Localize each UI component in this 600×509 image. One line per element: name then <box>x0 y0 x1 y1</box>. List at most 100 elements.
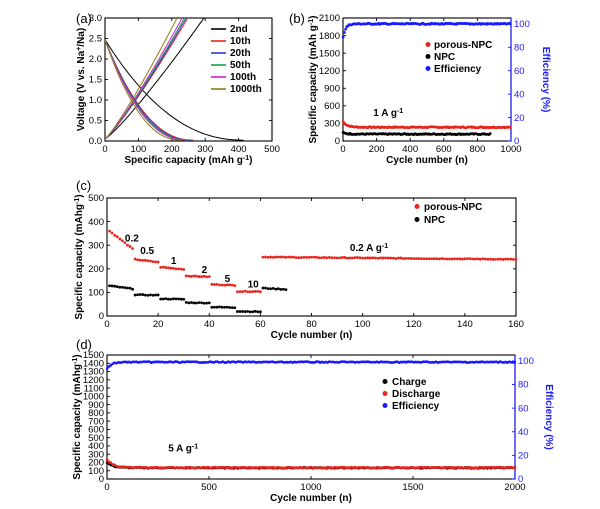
x-tick-label: 60 <box>255 319 266 330</box>
point-NPC <box>238 310 242 313</box>
point-NPC <box>264 286 267 290</box>
point-porous-NPC <box>368 256 372 260</box>
point-porous-NPC <box>430 257 434 261</box>
data-points-d <box>105 360 517 470</box>
point-porous-NPC <box>322 256 326 259</box>
point-porous-NPC <box>425 257 428 261</box>
point-porous-NPC <box>374 256 377 260</box>
point-porous-NPC <box>499 257 503 261</box>
point-NPC <box>143 293 147 297</box>
point-NPC <box>136 293 140 297</box>
x-axis-label: Cycle number (n) <box>270 493 352 504</box>
point-porous-NPC <box>133 257 137 261</box>
legend-marker <box>382 403 388 408</box>
legend-marker <box>382 391 388 396</box>
point-porous-NPC <box>166 266 170 270</box>
point-porous-NPC <box>343 256 347 259</box>
point-porous-NPC <box>394 257 398 260</box>
point-NPC <box>161 297 165 301</box>
point-porous-NPC <box>225 283 229 287</box>
point-porous-NPC <box>246 290 249 294</box>
point-porous-NPC <box>361 256 365 260</box>
y-tick-label: 1200 <box>83 375 104 386</box>
point-porous-NPC <box>235 290 239 294</box>
point-porous-NPC <box>356 256 359 259</box>
point-porous-NPC <box>501 258 505 261</box>
point-NPC <box>131 287 134 291</box>
point-porous-NPC <box>317 256 321 260</box>
panel-a-voltage-profiles: 0 100 200 300 400 500 0.0 0.5 1.0 1.5 2.0 2.5 3.0(a)… <box>76 11 280 166</box>
legend-marker <box>425 42 431 47</box>
point-porous-NPC <box>463 257 467 261</box>
point-porous-NPC <box>269 255 272 259</box>
legend-label: Charge <box>392 377 427 388</box>
point-porous-NPC <box>379 256 382 260</box>
y-tick-label: 900 <box>88 400 104 411</box>
point-porous-NPC <box>113 233 117 237</box>
point-Efficiency <box>105 366 109 370</box>
point-porous-NPC <box>243 289 247 293</box>
point-NPC <box>177 297 180 301</box>
y-tick-label: 0 <box>335 136 340 147</box>
y-tick-label: 1000 <box>83 392 104 403</box>
point-porous-NPC <box>440 257 444 260</box>
point-NPC <box>179 297 183 301</box>
point-NPC <box>253 309 257 313</box>
legend-label: NPC <box>434 52 455 63</box>
point-porous-NPC <box>450 257 454 261</box>
point-porous-NPC <box>420 257 423 261</box>
point-Discharge <box>513 466 517 470</box>
point-porous-NPC <box>248 290 252 294</box>
point-porous-NPC <box>120 239 124 243</box>
y2-axis-label: Efficiency (%) <box>543 384 554 450</box>
point-porous-NPC <box>435 257 439 261</box>
point-porous-NPC <box>200 275 203 279</box>
x-tick-label: 300 <box>197 144 213 155</box>
x-tick-label: 200 <box>369 144 385 155</box>
y2-tick-label: 100 <box>518 356 534 367</box>
x-tick-label: 100 <box>130 144 146 155</box>
charge-curve-1000th <box>105 18 178 140</box>
x-tick-label: 800 <box>469 144 485 155</box>
point-porous-NPC <box>353 256 357 260</box>
y-tick-label: 1300 <box>83 367 104 378</box>
point-porous-NPC <box>427 257 431 261</box>
legend-label: porous-NPC <box>434 40 492 51</box>
point-porous-NPC <box>212 283 216 286</box>
point-porous-NPC <box>509 257 513 261</box>
point-porous-NPC <box>414 257 418 260</box>
point-porous-NPC <box>230 283 234 287</box>
plot-frame <box>342 17 512 142</box>
point-porous-NPC <box>128 245 132 248</box>
y-tick-label: 600 <box>88 425 104 436</box>
point-NPC <box>172 297 175 301</box>
point-Efficiency <box>508 22 512 26</box>
point-porous-NPC <box>149 259 152 263</box>
point-porous-NPC <box>154 260 157 264</box>
point-NPC <box>202 301 206 305</box>
point-NPC <box>251 310 255 314</box>
point-porous-NPC <box>460 257 464 261</box>
y2-axis-label: Efficiency (%) <box>540 47 551 113</box>
point-porous-NPC <box>437 257 441 261</box>
point-NPC <box>207 301 211 305</box>
point-porous-NPC <box>192 274 196 278</box>
point-NPC <box>126 286 129 290</box>
point-Discharge <box>105 458 109 462</box>
legend-label: NPC <box>424 215 445 226</box>
y2-tick-label: 20 <box>514 113 525 124</box>
point-Efficiency <box>341 35 345 39</box>
y2-tick-label: 40 <box>518 427 529 438</box>
point-porous-NPC <box>281 255 285 259</box>
point-porous-NPC <box>299 256 303 259</box>
point-NPC <box>261 286 265 290</box>
y-tick-label: 500 <box>88 193 104 204</box>
point-porous-NPC <box>123 241 127 245</box>
y-tick-label: 0.5 <box>89 116 102 127</box>
point-porous-NPC <box>486 257 490 261</box>
legend-label: 20th <box>230 48 251 59</box>
discharge-curve-1000th <box>105 39 182 141</box>
point-porous-NPC <box>115 235 119 239</box>
y-tick-label: 3.0 <box>89 13 102 24</box>
